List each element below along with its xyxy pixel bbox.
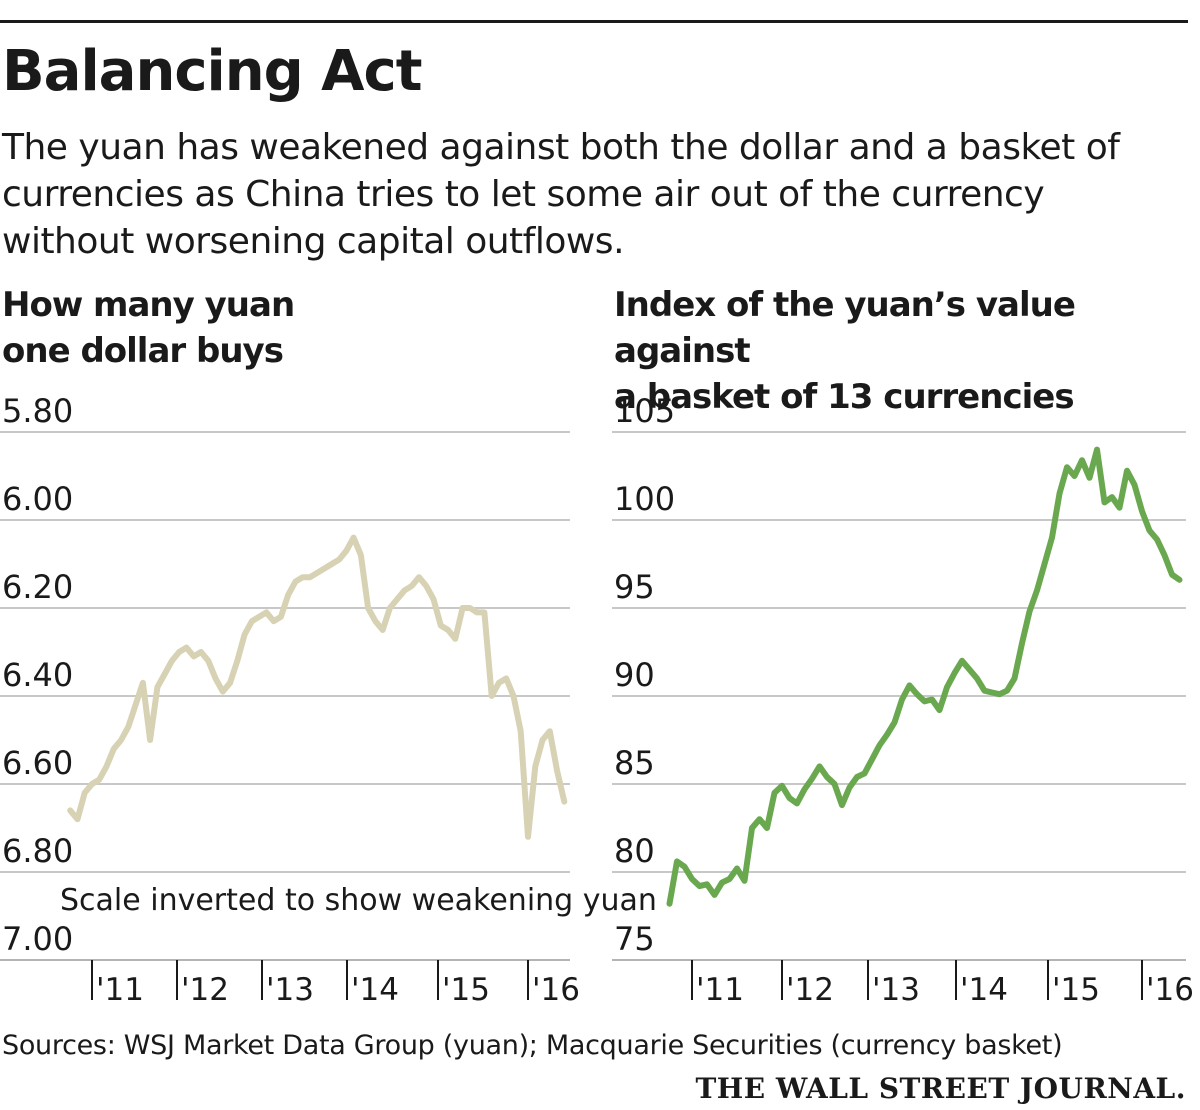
x-tick-label: '15 <box>442 972 490 1008</box>
x-tick-label: '16 <box>532 972 580 1008</box>
scale-note: Scale inverted to show weakening yuan <box>60 883 657 918</box>
x-tick-label: '13 <box>266 972 314 1008</box>
y-tick-label: 7.00 <box>2 920 73 958</box>
source-note: Sources: WSJ Market Data Group (yuan); M… <box>2 1030 1063 1061</box>
chart-title: Balancing Act <box>2 39 422 104</box>
left-chart-yuan-per-dollar: 5.80 6.00 6.20 6.40 6.60 6.80 7.00 '11 '12 '13 '14… <box>0 392 657 1008</box>
y-tick-label: 80 <box>614 832 655 870</box>
series-line <box>666 446 1183 907</box>
y-tick-label: 95 <box>614 568 655 606</box>
y-tick-label: 6.60 <box>2 744 73 782</box>
x-tick-label: '15 <box>1052 972 1100 1008</box>
y-tick-label: 85 <box>614 744 655 782</box>
series-line <box>67 534 568 840</box>
annotation-background <box>52 874 572 924</box>
y-tick-label: 105 <box>614 392 675 430</box>
x-tick-label: '11 <box>96 972 144 1008</box>
left-panel-title: How many yuan one dollar buys <box>2 285 295 371</box>
x-tick-label: '12 <box>181 972 229 1008</box>
x-tick-label: '11 <box>696 972 744 1008</box>
y-tick-label: 6.20 <box>2 568 73 606</box>
x-tick-label: '12 <box>786 972 834 1008</box>
y-tick-label: 6.40 <box>2 656 73 694</box>
y-tick-label: 90 <box>614 656 655 694</box>
wsj-logo: THE WALL STREET JOURNAL. <box>695 1072 1186 1105</box>
x-tick-label: '13 <box>872 972 920 1008</box>
y-tick-label: 100 <box>614 480 675 518</box>
x-tick-label: '14 <box>960 972 1008 1008</box>
y-tick-label: 5.80 <box>2 392 73 430</box>
top-rule <box>0 20 1188 23</box>
y-tick-label: 6.00 <box>2 480 73 518</box>
right-chart-basket-index: 105 100 95 90 85 80 75 '11 '12 '13 '14 '15 '16 <box>612 392 1194 1008</box>
y-tick-label: 75 <box>614 920 655 958</box>
y-tick-label: 6.80 <box>2 832 73 870</box>
chart-subtitle: The yuan has weakened against both the d… <box>2 127 1120 262</box>
right-panel-title: Index of the yuan’s value against a bask… <box>614 285 1076 417</box>
x-tick-label: '16 <box>1146 972 1194 1008</box>
x-tick-label: '14 <box>351 972 399 1008</box>
